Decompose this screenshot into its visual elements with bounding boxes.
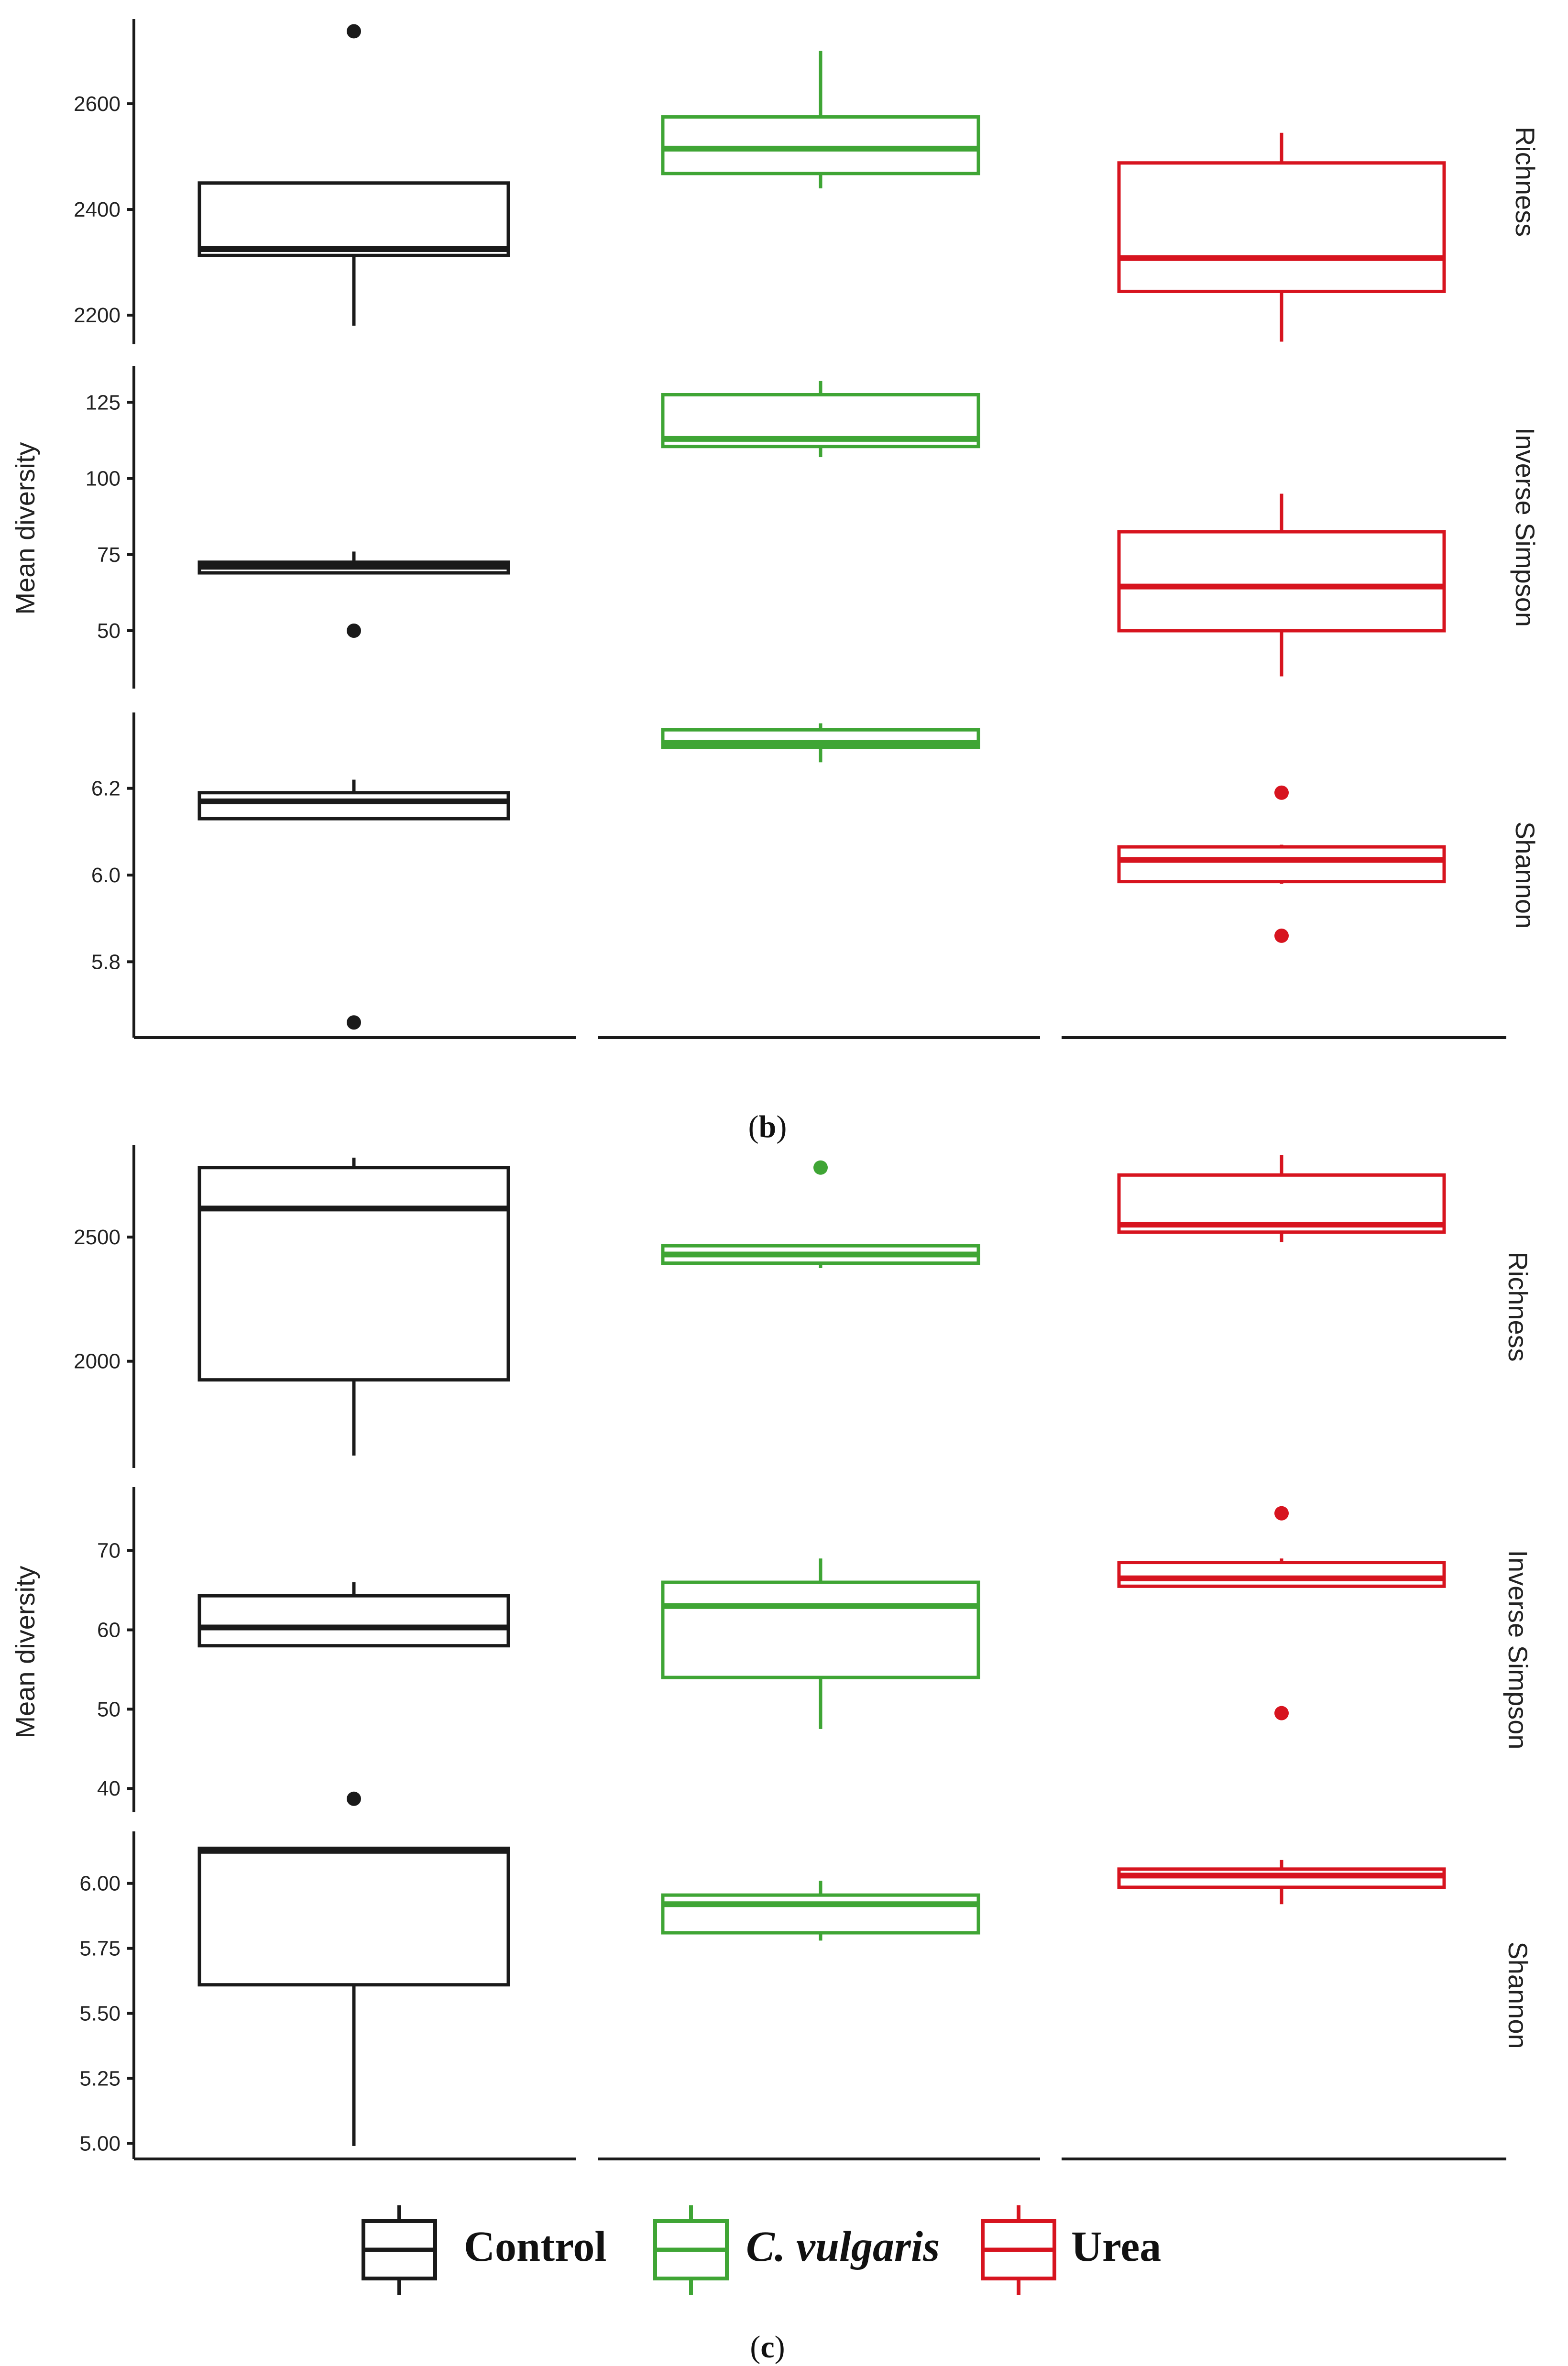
legend-label-urea: Urea xyxy=(1071,2223,1161,2270)
legend-label-c-vulgaris: C. vulgaris xyxy=(746,2223,940,2270)
y-tick-label: 5.00 xyxy=(79,2132,121,2155)
box-iqr xyxy=(661,115,980,175)
y-tick-label: 6.0 xyxy=(91,864,121,887)
y-tick-label: 5.25 xyxy=(79,2067,121,2090)
boxplot-c-vulgaris xyxy=(661,381,980,458)
facet-label-richness: Richness xyxy=(1510,127,1540,237)
outlier-point xyxy=(1274,928,1289,943)
legend: Control C. vulgaris Urea xyxy=(362,2205,1161,2295)
caption-paren-open: ( xyxy=(750,2330,760,2365)
y-tick-label: 5.8 xyxy=(91,950,121,974)
legend-key-c-vulgaris xyxy=(653,2205,729,2295)
y-tick-label: 2000 xyxy=(74,1350,121,1373)
y-tick-label: 2500 xyxy=(74,1226,121,1249)
y-axis-label: Mean diversity xyxy=(10,442,40,614)
box-iqr xyxy=(197,181,510,257)
box-iqr xyxy=(1117,161,1446,293)
boxplot-urea xyxy=(1117,132,1446,342)
y-tick-label: 2400 xyxy=(74,198,121,221)
facet-richness: 2000 2500 Richness xyxy=(74,1145,1533,1468)
box-iqr xyxy=(197,791,510,821)
box-iqr xyxy=(1117,1173,1446,1234)
y-tick-label: 6.2 xyxy=(91,777,121,800)
boxplot-c-vulgaris xyxy=(661,723,980,763)
boxplot-urea xyxy=(1117,785,1446,943)
y-tick-label: 2600 xyxy=(74,92,121,116)
box-iqr xyxy=(1117,1561,1446,1588)
facet-richness: 2200 2400 2600 Richness xyxy=(74,19,1540,344)
legend-key-control xyxy=(362,2205,437,2295)
outlier-point xyxy=(347,1791,361,1806)
y-tick-label: 100 xyxy=(86,467,121,491)
boxplot-control xyxy=(197,779,510,1030)
facet-label-inverse-simpson: Inverse Simpson xyxy=(1510,427,1540,627)
y-tick-label: 50 xyxy=(97,619,121,643)
boxplot-control xyxy=(197,1582,510,1806)
facet-label-shannon: Shannon xyxy=(1510,822,1540,929)
box-iqr xyxy=(661,1893,980,1935)
y-tick-label: 40 xyxy=(97,1777,121,1800)
outlier-point xyxy=(1274,785,1289,800)
box-iqr xyxy=(1117,845,1446,884)
y-tick-label: 70 xyxy=(97,1539,121,1563)
boxplot-urea xyxy=(1117,1506,1446,1720)
box-iqr xyxy=(197,1166,510,1382)
outlier-point xyxy=(1274,1506,1289,1521)
y-axis-label: Mean diversity xyxy=(10,1566,40,1738)
caption-letter: c xyxy=(760,2330,774,2365)
box-iqr xyxy=(661,393,980,449)
y-tick-label: 50 xyxy=(97,1698,121,1721)
boxplot-control xyxy=(197,24,510,326)
outlier-point xyxy=(347,624,361,638)
caption-paren-open: ( xyxy=(748,1109,759,1144)
outlier-point xyxy=(347,1015,361,1030)
boxplot-c-vulgaris xyxy=(661,1160,980,1269)
box-iqr xyxy=(197,1846,510,1987)
facet-label-inverse-simpson: Inverse Simpson xyxy=(1503,1550,1533,1749)
boxplot-urea xyxy=(1117,1155,1446,1242)
caption-paren-close: ) xyxy=(776,1109,787,1144)
box-iqr xyxy=(1117,530,1446,633)
outlier-point xyxy=(1274,1706,1289,1720)
box-iqr xyxy=(661,1580,980,1679)
y-tick-label: 75 xyxy=(97,543,121,567)
chart-panel-top: 2200 2400 2600 Richness 50 75 100 125 Inverse Si… xyxy=(10,19,1540,1039)
legend-key-urea xyxy=(981,2205,1056,2295)
outlier-point xyxy=(347,24,361,39)
boxplot-urea xyxy=(1117,493,1446,677)
y-tick-label: 5.75 xyxy=(79,1937,121,1961)
caption-letter: b xyxy=(759,1109,777,1144)
y-tick-label: 125 xyxy=(86,391,121,414)
y-tick-label: 6.00 xyxy=(79,1872,121,1895)
caption-paren-close: ) xyxy=(775,2330,785,2365)
facet-label-richness: Richness xyxy=(1503,1251,1533,1361)
facet-inverse-simpson: 50 75 100 125 Inverse Simpson xyxy=(86,366,1540,689)
legend-label-control: Control xyxy=(464,2223,606,2270)
facet-label-shannon: Shannon xyxy=(1503,1941,1533,2048)
boxplot-control xyxy=(197,1846,510,2146)
boxplot-c-vulgaris xyxy=(661,1558,980,1729)
facet-shannon: 5.8 6.0 6.2 Shannon xyxy=(91,712,1540,1038)
chart-panel-b: 2000 2500 Richness 40 50 60 70 Inverse Simpson 5… xyxy=(10,1145,1533,2160)
panel-caption-b: (b) xyxy=(748,1109,787,1144)
boxplot-control xyxy=(197,1157,510,1456)
facet-shannon: 5.00 5.25 5.50 5.75 6.00 Shannon xyxy=(79,1831,1533,2159)
boxplot-urea xyxy=(1117,1860,1446,1905)
outlier-point xyxy=(813,1160,828,1175)
y-tick-label: 5.50 xyxy=(79,2002,121,2026)
y-tick-label: 60 xyxy=(97,1619,121,1642)
facet-inverse-simpson: 40 50 60 70 Inverse Simpson xyxy=(97,1487,1533,1812)
panel-caption-c: (c) xyxy=(750,2330,785,2365)
boxplot-c-vulgaris xyxy=(661,1881,980,1941)
boxplot-control xyxy=(197,551,510,638)
box-iqr xyxy=(197,1594,510,1648)
boxplot-c-vulgaris xyxy=(661,51,980,188)
y-tick-label: 2200 xyxy=(74,304,121,327)
box-iqr xyxy=(661,728,980,749)
